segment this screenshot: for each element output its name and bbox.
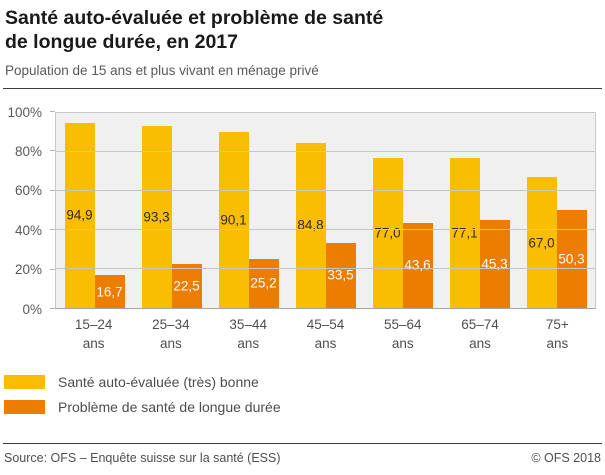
legend-swatch-orange	[4, 400, 45, 414]
bar-value-label: 77,0	[374, 225, 401, 241]
x-axis: 15–24 ans 25–34 ans 35–44 ans 45–54 ans 55–64 ans…	[55, 316, 596, 353]
gridline	[56, 190, 595, 191]
bar-value-label: 22,5	[173, 278, 200, 294]
bar-group: 67,0 50,3	[518, 113, 595, 308]
bar-value-label: 33,5	[327, 267, 354, 283]
copyright-text: © OFS 2018	[531, 451, 601, 465]
y-tick-mark	[50, 308, 55, 309]
title-line-2: de longue durée, en 2017	[5, 31, 238, 53]
bar: 84,8	[295, 142, 326, 308]
bar-value-label: 50,3	[558, 251, 585, 267]
footer-divider	[3, 443, 602, 444]
bar: 90,1	[218, 132, 249, 308]
bar: 45,3	[479, 219, 510, 308]
x-tick-label: 55–64 ans	[383, 317, 422, 351]
source-text: Source: OFS – Enquête suisse sur la sant…	[4, 451, 281, 465]
gridline	[56, 229, 595, 230]
x-tick-label: 35–44 ans	[229, 317, 267, 351]
bar-value-label: 93,3	[143, 209, 170, 225]
bar-value-label: 77,1	[451, 225, 478, 241]
x-tick-label: 65–74 ans	[461, 317, 499, 351]
legend-swatch-yellow	[4, 375, 45, 389]
bar-group: 90,1 25,2	[210, 113, 287, 308]
legend: Santé auto-évaluée (très) bonne Problème…	[4, 374, 602, 415]
bar-value-label: 94,9	[66, 207, 93, 223]
y-tick-mark	[50, 150, 55, 152]
legend-item-bonne-sante: Santé auto-évaluée (très) bonne	[4, 374, 602, 390]
bar-group: 94,9 16,7	[56, 113, 133, 308]
y-tick-mark	[50, 229, 55, 231]
bar: 33,5	[325, 242, 356, 308]
bar-groups: 94,9 16,7 93,3 22,5 90,1 25,2 84,8 33,5 77,0 43,6…	[56, 113, 595, 308]
bar-value-label: 84,8	[297, 217, 324, 233]
bar-value-label: 67,0	[528, 235, 555, 251]
bar: 93,3	[141, 126, 172, 308]
y-tick-label: 0%	[22, 301, 42, 317]
header-divider	[3, 88, 602, 89]
bar-value-label: 43,6	[404, 257, 431, 273]
title-line-1: Santé auto-évaluée et problème de santé	[5, 7, 384, 29]
x-tick-label: 25–34 ans	[152, 317, 190, 351]
y-tick-mark	[50, 268, 55, 270]
y-tick-label: 80%	[14, 143, 42, 159]
y-axis: 0% 20% 40% 60% 80% 100%	[3, 105, 55, 315]
bar-group: 93,3 22,5	[133, 113, 210, 308]
x-tick-label: 45–54 ans	[306, 317, 345, 351]
bar: 43,6	[402, 222, 433, 308]
bar: 94,9	[64, 122, 95, 308]
page-subtitle: Population de 15 ans et plus vivant en m…	[5, 63, 319, 78]
y-tick-label: 60%	[14, 183, 42, 199]
bar-value-label: 45,3	[481, 256, 508, 272]
bar: 67,0	[526, 177, 557, 308]
bar-group: 77,1 45,3	[441, 113, 518, 308]
y-tick-label: 20%	[14, 261, 42, 277]
bar-value-label: 16,7	[96, 284, 123, 300]
bar-chart: 0% 20% 40% 60% 80% 100% 94,9 16,7 93,3 22,5 90,1 2…	[3, 105, 602, 315]
bar-value-label: 90,1	[220, 212, 247, 228]
page-title: Santé auto-évaluée et problème de santé …	[3, 6, 602, 54]
gridline	[56, 268, 595, 269]
y-tick-label: 40%	[14, 222, 42, 238]
footer: Source: OFS – Enquête suisse sur la sant…	[3, 444, 602, 465]
bar: 77,0	[372, 157, 403, 308]
x-tick-label: 15–24 ans	[74, 317, 113, 351]
bar: 16,7	[94, 275, 125, 308]
bar-value-label: 25,2	[250, 275, 277, 291]
legend-label: Problème de santé de longue durée	[58, 399, 281, 415]
legend-item-probleme-sante: Problème de santé de longue durée	[4, 399, 602, 415]
bar: 50,3	[556, 209, 587, 308]
y-tick-mark	[50, 189, 55, 191]
plot-area: 94,9 16,7 93,3 22,5 90,1 25,2 84,8 33,5 77,0 43,6…	[55, 112, 596, 309]
x-tick-label: 75+ ans	[545, 317, 569, 351]
y-tick-label: 100%	[7, 104, 42, 120]
bar-group: 77,0 43,6	[364, 113, 441, 308]
gridline	[56, 151, 595, 152]
bar-group: 84,8 33,5	[287, 113, 364, 308]
legend-label: Santé auto-évaluée (très) bonne	[58, 374, 259, 390]
bar: 77,1	[449, 157, 480, 308]
bar: 22,5	[171, 264, 202, 308]
bar: 25,2	[248, 258, 279, 308]
y-tick-mark	[50, 111, 55, 112]
